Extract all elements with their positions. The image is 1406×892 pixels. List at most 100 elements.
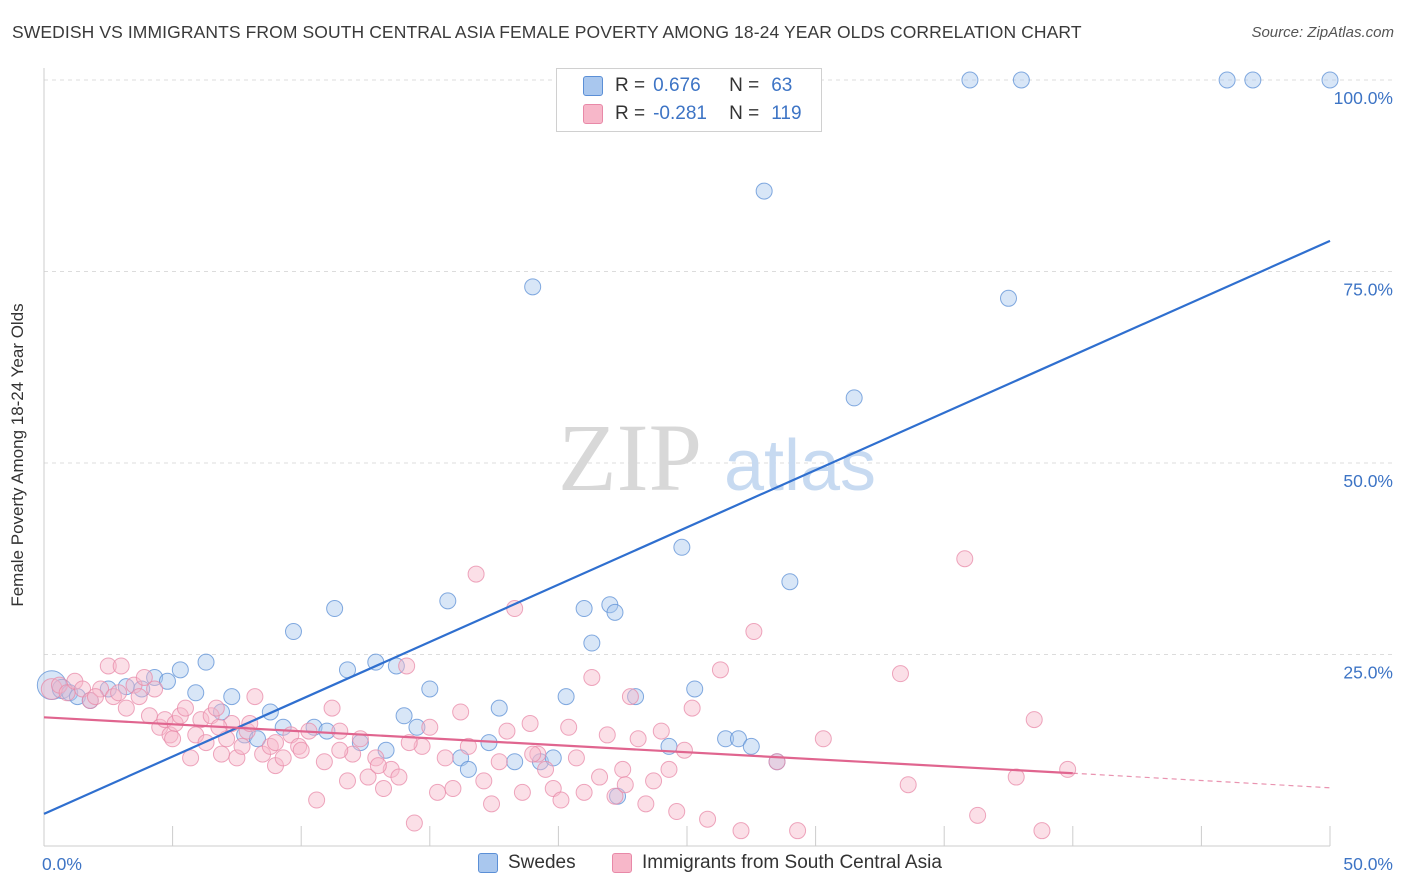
point-immigrants — [521, 714, 539, 732]
point-immigrants — [524, 745, 542, 763]
x-tick-label: 50.0% — [1343, 854, 1393, 874]
point-immigrants — [398, 657, 416, 675]
point-immigrants — [266, 734, 284, 752]
legend-swatch-swedes — [478, 853, 498, 873]
point-swedes — [742, 737, 760, 755]
point-immigrants — [732, 822, 750, 840]
legend-item-immigrants[interactable]: Immigrants from South Central Asia — [612, 852, 942, 874]
point-immigrants — [606, 787, 624, 805]
point-immigrants — [814, 730, 832, 748]
point-immigrants — [591, 768, 609, 786]
y-tick-label: 50.0% — [1343, 471, 1393, 491]
point-immigrants — [567, 749, 585, 767]
point-immigrants — [699, 810, 717, 828]
point-immigrants — [616, 776, 634, 794]
r-label: R = — [615, 75, 646, 96]
point-swedes — [197, 653, 215, 671]
point-immigrants — [789, 822, 807, 840]
point-immigrants — [40, 678, 63, 700]
point-immigrants — [683, 699, 701, 717]
point-immigrants — [452, 703, 470, 721]
point-immigrants — [899, 776, 917, 794]
point-immigrants — [645, 772, 663, 790]
point-swedes — [158, 672, 176, 690]
point-immigrants — [182, 749, 200, 767]
point-immigrants — [429, 783, 447, 801]
point-immigrants — [583, 668, 601, 686]
point-immigrants — [338, 772, 356, 790]
point-swedes — [781, 573, 799, 591]
point-immigrants — [192, 711, 210, 729]
point-immigrants — [308, 791, 326, 809]
point-immigrants — [629, 730, 647, 748]
point-swedes — [686, 680, 704, 698]
point-immigrants — [323, 699, 341, 717]
point-immigrants — [246, 688, 264, 706]
tick-labels: 25.0% 50.0% 75.0% 100.0% 0.0% 50.0% — [42, 88, 1393, 874]
point-swedes — [326, 600, 344, 618]
y-tick-label: 100.0% — [1334, 88, 1393, 108]
point-immigrants — [490, 753, 508, 771]
point-swedes — [1218, 71, 1236, 89]
stats-row-immigrants: R = -0.281 N = 119 — [583, 101, 802, 127]
point-immigrants — [675, 741, 693, 759]
point-immigrants — [483, 795, 501, 813]
point-swedes — [1244, 71, 1262, 89]
data-points — [36, 71, 1339, 840]
trend-lines — [43, 239, 1331, 815]
point-immigrants — [315, 753, 333, 771]
n-value: 119 — [771, 103, 802, 124]
point-swedes — [1000, 289, 1017, 307]
point-immigrants — [969, 806, 987, 824]
point-immigrants — [652, 722, 670, 740]
point-immigrants — [233, 737, 251, 755]
point-immigrants — [331, 741, 349, 759]
point-swedes — [717, 730, 735, 748]
point-immigrants — [212, 745, 230, 763]
grid-lines — [44, 79, 1392, 655]
point-swedes — [729, 730, 747, 748]
chart-title: SWEDISH VS IMMIGRANTS FROM SOUTH CENTRAL… — [12, 22, 1082, 42]
point-immigrants — [552, 791, 570, 809]
n-label: N = — [729, 103, 760, 124]
legend-label-immigrants: Immigrants from South Central Asia — [642, 852, 942, 873]
point-swedes — [1321, 71, 1339, 89]
point-immigrants — [614, 760, 632, 778]
point-immigrants — [637, 795, 655, 813]
point-swedes — [421, 680, 439, 698]
point-immigrants — [956, 550, 974, 568]
point-immigrants — [513, 783, 531, 801]
point-immigrants — [537, 760, 555, 778]
point-immigrants — [110, 684, 128, 702]
point-immigrants — [112, 657, 130, 675]
point-immigrants — [475, 772, 493, 790]
point-immigrants — [274, 749, 292, 767]
x-tick-label: 0.0% — [42, 854, 82, 874]
bottom-legend: Swedes Immigrants from South Central Asi… — [0, 852, 1406, 878]
stats-swatch-immigrants — [583, 104, 603, 124]
point-swedes — [673, 538, 691, 556]
watermark-atlas: atlas — [724, 426, 876, 506]
watermark: ZIP atlas — [558, 404, 876, 511]
point-immigrants — [369, 757, 387, 775]
point-swedes — [223, 688, 241, 706]
point-immigrants — [1059, 760, 1077, 778]
n-label: N = — [729, 75, 760, 96]
n-value: 63 — [771, 75, 793, 96]
point-immigrants — [529, 745, 547, 763]
point-swedes — [1012, 71, 1030, 89]
point-swedes — [575, 600, 593, 618]
point-immigrants — [436, 749, 454, 767]
point-immigrants — [164, 730, 182, 748]
point-immigrants — [117, 699, 135, 717]
point-swedes — [318, 722, 336, 740]
stats-row-swedes: R = 0.676 N = 63 — [583, 73, 792, 99]
point-immigrants — [130, 688, 148, 706]
point-swedes — [171, 661, 189, 679]
legend-item-swedes[interactable]: Swedes — [478, 852, 576, 874]
point-swedes — [627, 688, 645, 706]
point-swedes — [524, 278, 542, 296]
point-swedes — [755, 182, 773, 200]
trend-line-extension-immigrants — [1072, 772, 1331, 789]
